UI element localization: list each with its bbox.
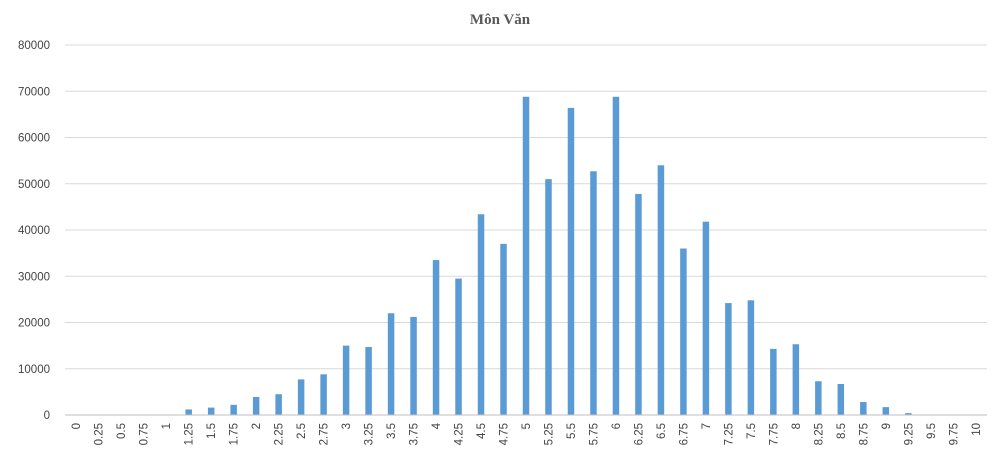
x-tick-label: 9.5 <box>926 423 938 439</box>
x-tick-label: 6.5 <box>656 423 668 439</box>
y-tick-label: 50000 <box>18 179 50 191</box>
y-tick-label: 10000 <box>18 364 50 376</box>
bar <box>770 348 777 415</box>
y-tick-label: 0 <box>44 410 50 422</box>
bar <box>477 214 485 415</box>
bar <box>702 221 710 415</box>
x-tick-label: 3.25 <box>364 423 376 445</box>
bar <box>680 248 687 415</box>
x-tick-label: 1.5 <box>206 423 218 439</box>
x-tick-label: 0 <box>71 423 83 429</box>
x-tick-label: 4.25 <box>454 423 466 445</box>
bar <box>522 96 530 416</box>
x-tick-label: 4 <box>431 422 443 429</box>
x-tick-label: 5.5 <box>566 423 578 439</box>
x-tick-label: 7.25 <box>723 423 735 445</box>
bar <box>792 344 800 415</box>
bar <box>590 171 597 415</box>
x-tick-label: 10 <box>971 423 983 436</box>
x-tick-label: 1 <box>161 423 173 429</box>
bar <box>567 107 575 416</box>
y-tick-label: 70000 <box>18 86 50 98</box>
x-tick-label: 5.25 <box>543 423 555 445</box>
bar <box>905 413 912 415</box>
y-tick-label: 40000 <box>18 225 50 237</box>
bar <box>207 407 215 415</box>
y-tick-label: 60000 <box>18 133 50 145</box>
bar <box>297 379 305 415</box>
x-tick-label: 7 <box>701 423 713 429</box>
x-tick-label: 6.75 <box>678 423 690 445</box>
bar <box>387 313 395 415</box>
x-tick-label: 2 <box>251 423 263 429</box>
y-tick-label: 20000 <box>18 318 50 330</box>
x-tick-label: 3 <box>341 423 353 429</box>
bar <box>320 374 327 415</box>
x-tick-label: 7.75 <box>768 423 780 445</box>
x-tick-label: 8 <box>791 423 803 429</box>
chart-title: Môn Văn <box>470 12 531 28</box>
bar <box>230 404 237 415</box>
x-tick-label: 6 <box>611 423 623 429</box>
x-axis-ticks: 0 0.25 0.5 0.75 1 1.25 1.5 1.75 2 2.25 2.5 2.75 3 3.2… <box>71 422 983 445</box>
bar <box>275 394 282 415</box>
x-tick-label: 0.5 <box>116 423 128 439</box>
bar <box>545 179 552 415</box>
bar <box>252 396 260 415</box>
x-tick-label: 3.75 <box>409 423 421 445</box>
bar <box>500 243 507 415</box>
x-tick-label: 9 <box>881 423 893 429</box>
x-tick-label: 9.25 <box>903 423 915 445</box>
bar <box>815 381 822 415</box>
x-tick-label: 0.75 <box>139 423 151 445</box>
x-tick-label: 2.75 <box>319 423 331 445</box>
x-tick-label: 5 <box>521 423 533 429</box>
bar <box>747 300 755 415</box>
x-tick-label: 6.25 <box>633 423 645 445</box>
x-tick-label: 4.5 <box>476 423 488 439</box>
bar <box>612 96 620 416</box>
bar <box>185 409 192 415</box>
y-tick-label: 80000 <box>18 40 50 52</box>
bar <box>455 278 462 415</box>
bar <box>882 407 890 415</box>
bar <box>432 260 440 415</box>
bar <box>365 347 372 415</box>
bar <box>725 303 732 415</box>
x-tick-label: 2.25 <box>274 423 286 445</box>
x-tick-label: 7.5 <box>746 423 758 439</box>
bar <box>635 193 642 415</box>
x-tick-label: 9.75 <box>948 423 960 445</box>
bar <box>657 165 665 415</box>
x-tick-label: 8.5 <box>836 423 848 439</box>
x-tick-label: 8.75 <box>858 423 870 445</box>
y-tick-label: 30000 <box>18 271 50 283</box>
bar <box>410 316 417 415</box>
bars <box>185 96 912 416</box>
x-tick-label: 1.25 <box>184 423 196 445</box>
y-axis-ticks: 0 10000 20000 30000 40000 50000 60000 70000 8000… <box>18 40 50 422</box>
bar <box>837 384 845 415</box>
x-tick-label: 2.5 <box>296 423 308 439</box>
bar <box>342 345 350 415</box>
x-tick-label: 0.25 <box>94 423 106 445</box>
bar <box>860 402 867 415</box>
x-tick-label: 5.75 <box>588 423 600 445</box>
x-tick-label: 4.75 <box>499 423 511 445</box>
x-tick-label: 3.5 <box>386 423 398 439</box>
x-tick-label: 8.25 <box>813 423 825 445</box>
x-tick-label: 1.75 <box>229 423 241 445</box>
